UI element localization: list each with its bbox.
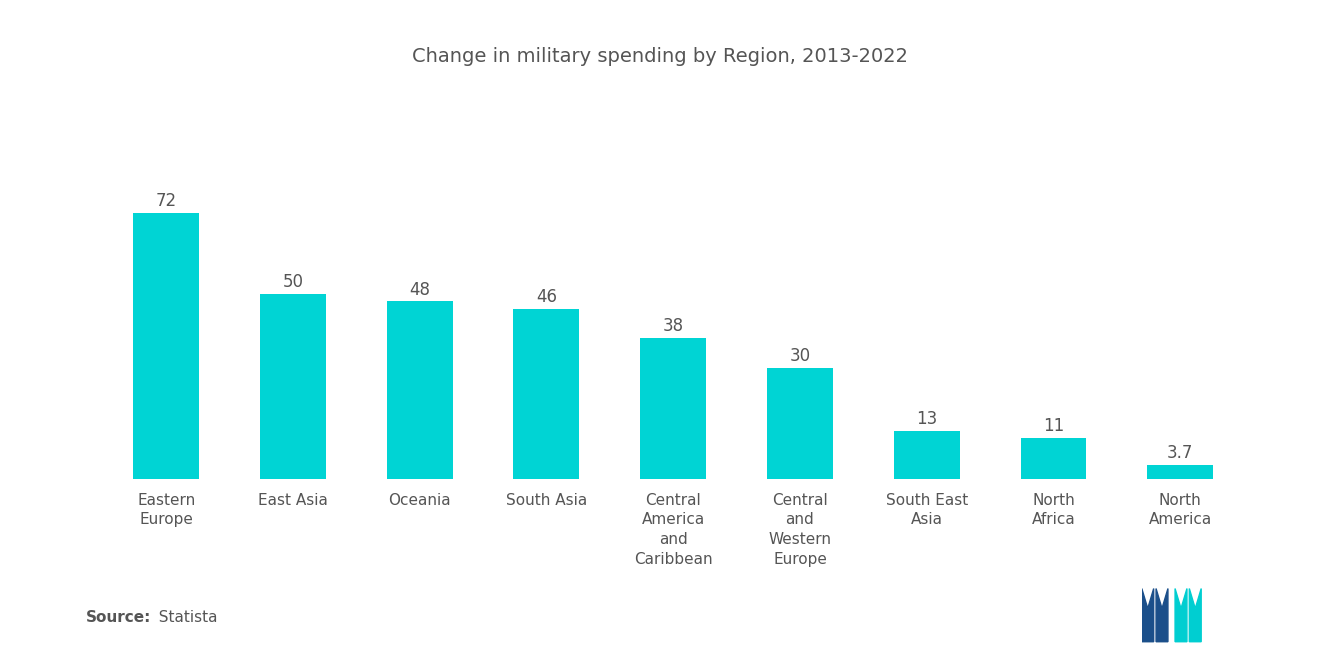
Text: 13: 13 xyxy=(916,410,937,428)
Polygon shape xyxy=(1156,589,1168,642)
Polygon shape xyxy=(1189,589,1201,642)
Text: 46: 46 xyxy=(536,288,557,306)
Bar xyxy=(767,368,833,479)
Text: 3.7: 3.7 xyxy=(1167,444,1193,462)
Text: 30: 30 xyxy=(789,347,810,365)
Polygon shape xyxy=(1175,589,1187,642)
Text: 11: 11 xyxy=(1043,417,1064,435)
Text: Source:: Source: xyxy=(86,610,152,625)
Bar xyxy=(1020,438,1086,479)
Bar xyxy=(513,309,579,479)
Bar xyxy=(894,431,960,479)
Bar xyxy=(387,301,453,479)
Text: 48: 48 xyxy=(409,281,430,299)
Bar xyxy=(1147,465,1213,479)
Bar xyxy=(133,213,199,479)
Text: Statista: Statista xyxy=(149,610,218,625)
Bar xyxy=(260,294,326,479)
Text: 72: 72 xyxy=(156,192,177,210)
Text: 50: 50 xyxy=(282,273,304,291)
Text: Change in military spending by Region, 2013-2022: Change in military spending by Region, 2… xyxy=(412,47,908,66)
Polygon shape xyxy=(1142,589,1154,642)
Text: 38: 38 xyxy=(663,317,684,335)
Bar xyxy=(640,338,706,479)
